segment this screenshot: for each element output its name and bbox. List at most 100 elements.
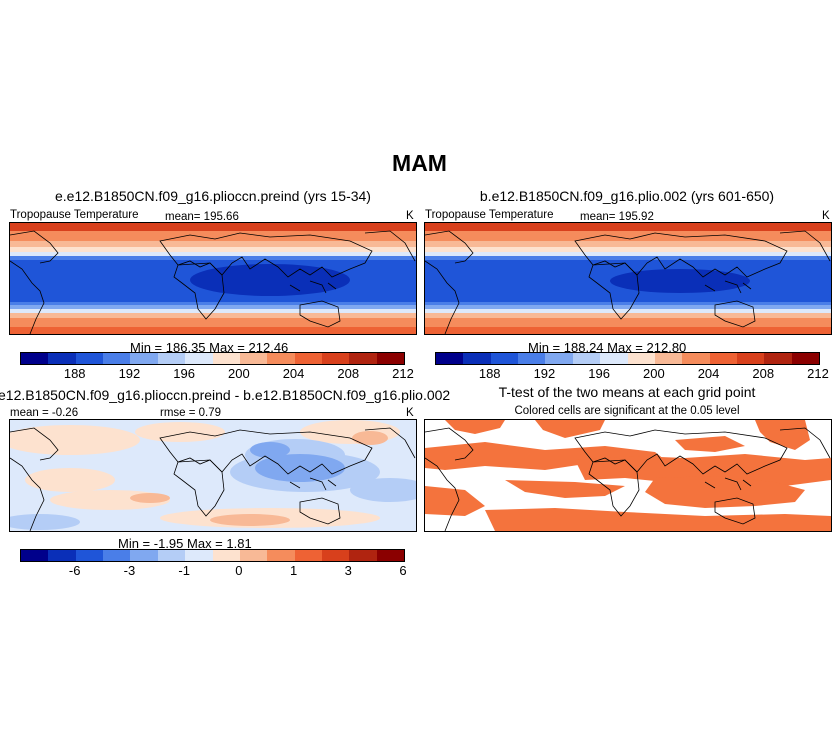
panel2-coastlines xyxy=(425,230,831,334)
panel3-coastlines xyxy=(10,427,416,531)
colorbar-swatch xyxy=(545,353,573,364)
colorbar-tick-label: 204 xyxy=(282,366,305,381)
colorbar-swatch xyxy=(654,353,683,364)
colorbar-swatch xyxy=(436,353,464,364)
panel4-map xyxy=(424,419,832,532)
colorbar-tick-label: 196 xyxy=(173,366,195,381)
panel2-mean-label: mean= 195.92 xyxy=(580,211,654,223)
colorbar-swatch xyxy=(349,550,377,561)
colorbar-swatch xyxy=(463,353,491,364)
panel2-minmax: Min = 188.24 Max = 212.80 xyxy=(528,340,687,355)
colorbar-swatch xyxy=(321,353,350,364)
panel4-map-svg xyxy=(425,420,831,531)
panel2-variable-label: Tropopause Temperature xyxy=(425,209,554,221)
colorbar-swatch xyxy=(764,353,792,364)
colorbar-swatch xyxy=(239,353,268,364)
panel4-subtitle: Colored cells are significant at the 0.0… xyxy=(514,405,740,417)
panel1-variable-label: Tropopause Temperature xyxy=(10,209,139,221)
panel3-map-svg xyxy=(10,420,416,531)
panel1-units: K xyxy=(406,210,414,222)
colorbar-swatch xyxy=(103,353,131,364)
panel1-minmax: Min = 186.35 Max = 212.46 xyxy=(130,340,289,355)
colorbar-tick-label: 6 xyxy=(399,563,407,578)
colorbar-tick-label: 188 xyxy=(478,366,501,381)
colorbar-swatch xyxy=(21,550,49,561)
panel1-temperature-field xyxy=(10,223,416,334)
colorbar-swatch xyxy=(682,353,710,364)
colorbar-swatch xyxy=(212,353,240,364)
panel2-map xyxy=(424,222,832,335)
colorbar-tick-label: -1 xyxy=(178,563,190,578)
panel1-title: e.e12.B1850CN.f09_g16.plioccn.preind (yr… xyxy=(55,188,371,204)
panel1-map xyxy=(9,222,417,335)
colorbar-tick-label: 192 xyxy=(533,366,556,381)
colorbar-swatch xyxy=(600,353,628,364)
colorbar-swatch xyxy=(212,550,240,561)
colorbar-tick-label: 208 xyxy=(337,366,360,381)
colorbar-swatch xyxy=(267,353,295,364)
colorbar-swatch xyxy=(185,353,213,364)
colorbar-tick-label: -6 xyxy=(68,563,81,578)
colorbar-swatch xyxy=(48,550,76,561)
panel2-map-svg xyxy=(425,223,831,334)
colorbar-tick-label: 1 xyxy=(289,563,298,578)
panel3-minmax: Min = -1.95 Max = 1.81 xyxy=(118,536,252,551)
colorbar-swatch xyxy=(709,353,737,364)
colorbar-swatch xyxy=(21,353,49,364)
panel1-map-svg xyxy=(10,223,416,334)
colorbar-tick-label: 3 xyxy=(344,563,352,578)
colorbar-swatch xyxy=(572,353,601,364)
figure-title: MAM xyxy=(392,150,447,176)
colorbar-tick-label: 208 xyxy=(752,366,775,381)
colorbar-swatch xyxy=(294,550,322,561)
colorbar-swatch xyxy=(627,353,655,364)
panel3-title: e12.B1850CN.f09_g16.plioccn.preind - b.e… xyxy=(0,387,451,403)
colorbar-swatch xyxy=(321,550,350,561)
colorbar-tick-label: 196 xyxy=(588,366,610,381)
colorbar-tick-label: 188 xyxy=(63,366,86,381)
colorbar-swatch xyxy=(48,353,76,364)
colorbar-swatch xyxy=(736,353,765,364)
colorbar-swatch xyxy=(791,353,820,364)
panel3-map xyxy=(9,419,417,532)
panel2-units: K xyxy=(822,210,830,222)
colorbar-tick-label: 200 xyxy=(642,366,665,381)
colorbar-tick-label: 0 xyxy=(235,563,243,578)
panel1-coastlines xyxy=(10,230,416,334)
colorbar-tick-label: 204 xyxy=(697,366,720,381)
panel2-title: b.e12.B1850CN.f09_g16.plio.002 (yrs 601-… xyxy=(479,188,775,204)
panel2-colorbar xyxy=(435,352,820,365)
colorbar-tick-label: 200 xyxy=(227,366,250,381)
colorbar-swatch xyxy=(376,550,405,561)
panel3-mean-label: mean = -0.26 xyxy=(10,407,79,419)
colorbar-tick-label: 192 xyxy=(118,366,141,381)
colorbar-swatch xyxy=(294,353,322,364)
colorbar-swatch xyxy=(75,550,104,561)
panel3-units: K xyxy=(406,407,414,419)
colorbar-swatch xyxy=(157,353,186,364)
colorbar-tick-label: 212 xyxy=(807,366,829,381)
colorbar-swatch xyxy=(157,550,186,561)
colorbar-tick-label: 212 xyxy=(392,366,414,381)
panel4-coastlines xyxy=(425,427,831,531)
colorbar-swatch xyxy=(349,353,377,364)
panel3-difference-field xyxy=(10,420,416,531)
panel4-significance-field xyxy=(425,420,831,531)
colorbar-swatch xyxy=(103,550,131,561)
panel3-rmse-label: rmse = 0.79 xyxy=(160,407,222,419)
panel2-temperature-field xyxy=(425,223,831,334)
panel1-colorbar xyxy=(20,352,405,365)
colorbar-swatch xyxy=(376,353,405,364)
colorbar-swatch xyxy=(239,550,268,561)
colorbar-swatch xyxy=(490,353,519,364)
panel3-colorbar xyxy=(20,549,405,562)
colorbar-swatch xyxy=(130,550,158,561)
colorbar-swatch xyxy=(518,353,546,364)
colorbar-swatch xyxy=(185,550,213,561)
panel4-title: T-test of the two means at each grid poi… xyxy=(498,384,756,400)
colorbar-tick-label: -3 xyxy=(123,563,136,578)
colorbar-swatch xyxy=(75,353,104,364)
panel1-mean-label: mean= 195.66 xyxy=(165,211,239,223)
colorbar-swatch xyxy=(130,353,158,364)
colorbar-swatch xyxy=(267,550,295,561)
